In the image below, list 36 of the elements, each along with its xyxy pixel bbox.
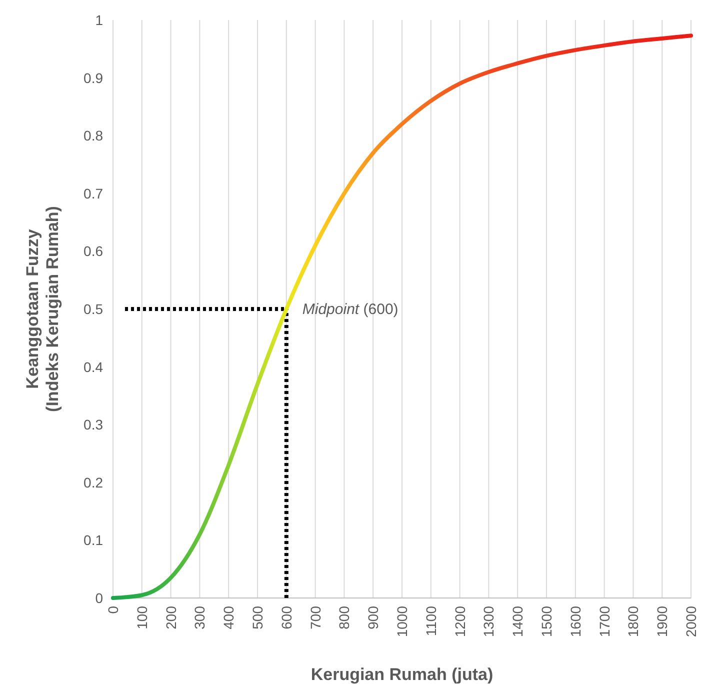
x-tick-label: 200: [162, 606, 179, 630]
annotation: Midpoint (600): [302, 301, 398, 318]
line-series: [111, 34, 693, 600]
x-tick-label: 600: [278, 606, 294, 630]
y-tick-label: 0.6: [84, 243, 104, 260]
x-tick-label: 1900: [654, 606, 670, 638]
y-tick-label: 0.9: [84, 70, 104, 86]
y-tick-label: 0.1: [84, 532, 104, 548]
y-tick-label: 0.2: [84, 474, 104, 490]
x-tick-label: 1400: [510, 606, 526, 638]
y-tick-label: 0.7: [84, 185, 104, 202]
x-tick-label: 1600: [567, 606, 584, 638]
x-tick-label: 500: [250, 606, 266, 630]
x-tick-label: 100: [134, 606, 150, 630]
x-axis-title: Kerugian Rumah (juta): [310, 665, 494, 684]
x-tick-label: 1500: [538, 606, 554, 638]
y-tick-label: 0.8: [84, 128, 104, 144]
x-tick-label: 1200: [452, 606, 468, 638]
y-tick-label: 0.3: [84, 416, 104, 433]
x-tick-label: 300: [192, 606, 208, 630]
x-tick-label: 2000: [683, 606, 699, 638]
x-tick-label: 1100: [422, 606, 439, 636]
x-tick-label: 900: [365, 606, 382, 630]
y-axis-title: Keanggotaan Fuzzy (Indeks Kerugian Rumah): [23, 206, 62, 412]
x-tick-label: 1700: [596, 606, 612, 638]
x-tick-label: 0: [105, 606, 121, 614]
y-tick-label: 0.5: [84, 301, 104, 317]
x-tick-label: 1000: [394, 606, 410, 638]
y-tick-label: 0: [95, 590, 104, 606]
y-tick-label: 0.4: [84, 358, 104, 375]
x-tick-label: 800: [336, 606, 352, 630]
x-tick-label: 400: [220, 606, 237, 630]
y-tick-label: 1: [95, 12, 104, 28]
x-tick-label: 1300: [480, 606, 497, 638]
x-tick-label: 1800: [625, 606, 642, 638]
x-tick-label: 700: [307, 606, 324, 630]
